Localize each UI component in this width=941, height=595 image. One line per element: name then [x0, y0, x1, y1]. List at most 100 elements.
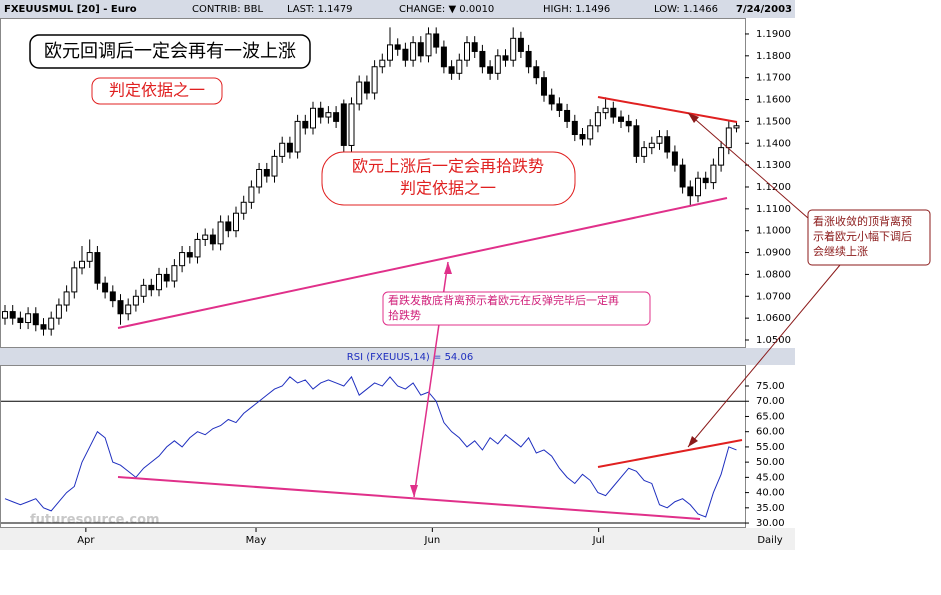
- candle-body: [664, 136, 671, 153]
- price-panel: [0, 18, 746, 348]
- y-tick-label: 40.00: [756, 488, 785, 499]
- candle-body: [710, 164, 717, 184]
- y-tick-label: 1.1800: [756, 51, 791, 62]
- y-tick-label: 1.1400: [756, 138, 791, 149]
- note-box: [29, 34, 311, 69]
- candle-body: [541, 77, 547, 96]
- candle-body: [256, 168, 263, 188]
- candle-body: [402, 48, 409, 61]
- candle-body: [533, 66, 540, 79]
- candle-body: [202, 234, 209, 240]
- candle-body: [2, 311, 8, 319]
- candle-body: [9, 311, 16, 319]
- x-tick-label: May: [246, 535, 267, 546]
- marks: 1.0500 1.0600 1.0700 1.0800 1.0900 1.1000 1.11…: [1, 27, 791, 546]
- y-tick-label: 1.1500: [756, 116, 791, 127]
- candle-body: [417, 42, 424, 57]
- candle-body: [517, 37, 524, 52]
- candle-body: [63, 291, 70, 306]
- candle-body: [702, 177, 709, 184]
- candle-body: [425, 33, 432, 57]
- candle-body: [656, 136, 663, 144]
- candle-body: [163, 273, 170, 282]
- candle-body: [32, 313, 39, 326]
- y-tick-label: 1.1100: [756, 204, 791, 215]
- trendline: [117, 197, 728, 329]
- candle-body: [248, 186, 255, 203]
- candle-body: [695, 177, 701, 197]
- candle-body: [186, 252, 193, 258]
- arrowhead: [688, 113, 699, 123]
- candle-body: [263, 168, 270, 177]
- note-box: [91, 77, 223, 105]
- candle-body: [302, 120, 309, 129]
- y-tick-label: 30.00: [756, 518, 785, 529]
- candle-body: [156, 273, 162, 291]
- y-tick-label: 55.00: [756, 442, 785, 453]
- candle-body: [548, 94, 555, 105]
- last: LAST: 1.1479: [287, 4, 353, 15]
- symbol: FXEUUSMUL [20] - Euro: [4, 4, 137, 15]
- note: 示着欧元小幅下调后: [813, 229, 912, 243]
- candle-body: [55, 304, 62, 319]
- candle-body: [479, 50, 486, 68]
- candle-body: [79, 260, 85, 269]
- candle-body: [217, 221, 224, 245]
- watermark: futuresource.com: [30, 513, 160, 528]
- candle-body: [371, 66, 378, 94]
- candle-body: [317, 107, 324, 118]
- candle-body: [109, 291, 116, 302]
- note-box: [807, 209, 931, 266]
- note: 判定依据之一: [109, 81, 205, 100]
- y-tick-label: 45.00: [756, 472, 785, 483]
- candle-body: [125, 304, 132, 315]
- contrib: CONTRIB: BBL: [192, 4, 263, 15]
- candle-body: [440, 46, 447, 68]
- arrow: [687, 112, 809, 219]
- y-tick-label: 1.0800: [756, 269, 791, 280]
- candle-body: [348, 103, 355, 146]
- note-box: [382, 291, 651, 326]
- y-tick-label: 50.00: [756, 457, 785, 468]
- candle-body: [40, 324, 47, 330]
- trendline: [597, 96, 738, 123]
- candle-body: [602, 107, 609, 114]
- candle-body: [410, 42, 417, 61]
- candle-body: [102, 282, 109, 293]
- candle-body: [310, 107, 316, 129]
- candle-body: [271, 155, 278, 177]
- candle-body: [325, 112, 332, 118]
- candle-body: [618, 116, 624, 122]
- candle-body: [194, 238, 201, 258]
- candle-body: [648, 142, 655, 149]
- candle-body: [86, 252, 93, 262]
- date: 7/24/2003: [736, 4, 792, 15]
- x-tick-label: Jun: [424, 535, 441, 546]
- candle-body: [471, 42, 478, 52]
- arrowhead: [688, 436, 698, 447]
- low: LOW: 1.1466: [654, 4, 718, 15]
- candle-body: [564, 109, 571, 122]
- trendline: [117, 476, 701, 520]
- candle-body: [225, 221, 232, 232]
- candle-body: [641, 147, 648, 157]
- candle-body: [25, 313, 32, 324]
- candle-body: [363, 81, 370, 94]
- note: 欧元回调后一定会再有一波上涨: [44, 41, 296, 62]
- x-tick-label: Apr: [77, 535, 95, 546]
- candle-body: [671, 151, 678, 166]
- candle-body: [679, 164, 686, 188]
- candle-body: [17, 317, 24, 324]
- y-tick-label: 65.00: [756, 411, 785, 422]
- y-tick-label: 1.0700: [756, 291, 791, 302]
- candle-body: [148, 284, 155, 291]
- trendline: [597, 439, 743, 468]
- note: 欧元上涨后一定会再拾跌势: [352, 157, 544, 176]
- candle-body: [356, 81, 363, 105]
- candle-body: [279, 142, 286, 157]
- candle-body: [464, 42, 470, 61]
- y-tick-label: 60.00: [756, 427, 785, 438]
- candle-body: [502, 55, 509, 61]
- note-box: [321, 151, 576, 206]
